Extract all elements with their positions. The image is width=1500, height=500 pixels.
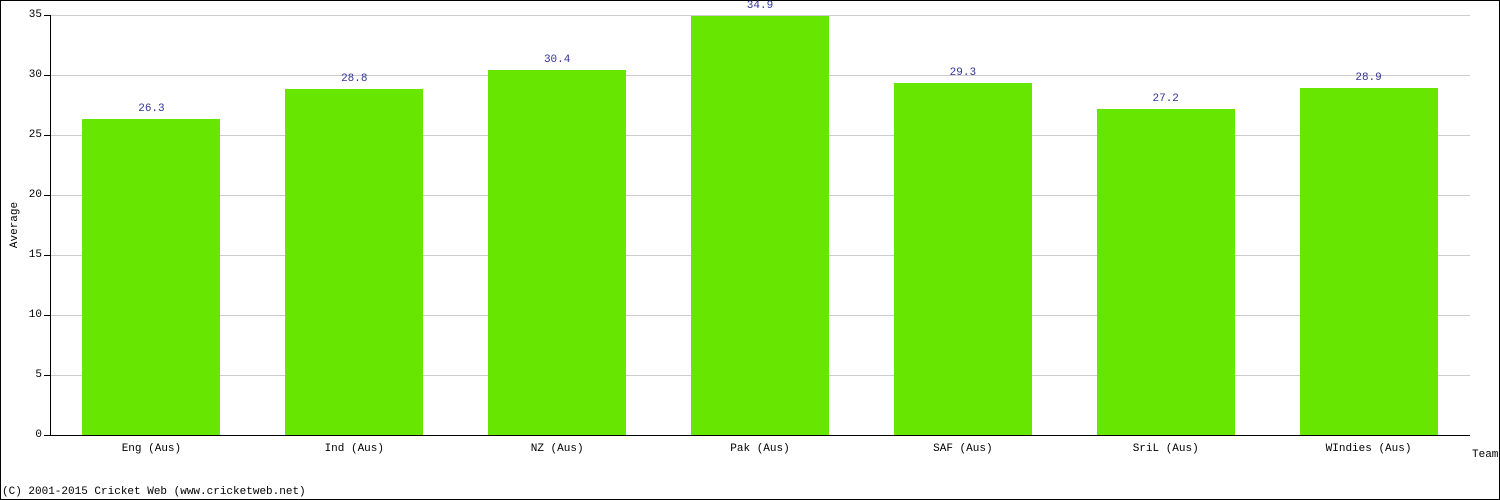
x-tick-label: WIndies (Aus)	[1326, 443, 1412, 455]
y-tick-label: 35	[29, 9, 42, 21]
bar	[82, 119, 220, 435]
y-axis-title: Average	[9, 202, 21, 248]
chart-container: 0 5 10 15 20 25 30 35 26.3 Eng (Aus) 28.8 Ind (Aus)…	[0, 0, 1500, 500]
bar	[285, 89, 423, 435]
bar-value-label: 28.8	[341, 73, 367, 85]
bar	[691, 16, 829, 435]
bar-value-label: 28.9	[1355, 72, 1381, 84]
attribution-text: (C) 2001-2015 Cricket Web (www.cricketwe…	[2, 486, 306, 498]
x-tick-label: Eng (Aus)	[122, 443, 181, 455]
bar	[1097, 109, 1235, 435]
bar	[488, 70, 626, 435]
x-axis-title: Team	[1472, 449, 1498, 461]
bar-value-label: 29.3	[950, 67, 976, 79]
x-tick-label: NZ (Aus)	[531, 443, 584, 455]
y-tick-label: 30	[29, 69, 42, 81]
x-tick-label: SAF (Aus)	[933, 443, 992, 455]
x-tick-label: SriL (Aus)	[1133, 443, 1199, 455]
bar	[1300, 88, 1438, 435]
bar-value-label: 27.2	[1153, 93, 1179, 105]
bar-value-label: 30.4	[544, 54, 570, 66]
y-axis-line	[50, 15, 51, 435]
bar	[894, 83, 1032, 435]
x-tick-label: Pak (Aus)	[730, 443, 789, 455]
x-axis-line	[50, 435, 1470, 436]
y-tick-label: 15	[29, 249, 42, 261]
plot-area: 0510152025303526.3Eng (Aus)28.8Ind (Aus)…	[50, 15, 1470, 435]
y-tick-label: 5	[35, 369, 42, 381]
y-tick-label: 25	[29, 129, 42, 141]
x-tick-label: Ind (Aus)	[325, 443, 384, 455]
y-tick-label: 20	[29, 189, 42, 201]
bar-value-label: 34.9	[747, 0, 773, 12]
bar-value-label: 26.3	[138, 103, 164, 115]
y-tick-label: 10	[29, 309, 42, 321]
y-tick-label: 0	[35, 429, 42, 441]
